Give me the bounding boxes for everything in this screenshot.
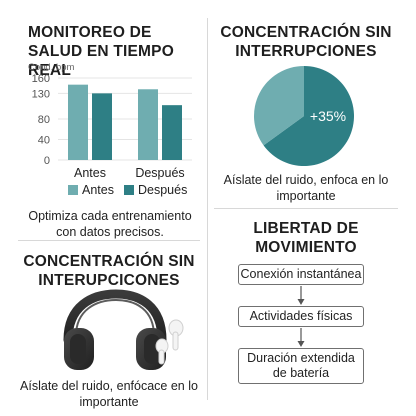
flow-step-activities: Actividades físicas — [238, 306, 364, 327]
x-category-label: Antes — [74, 166, 106, 180]
focus-product-panel-caption: Aíslate del ruido, enfócace en lo import… — [20, 379, 198, 409]
arrow-down-icon — [297, 286, 305, 305]
focus-panel-caption: Aíslate del ruido, enfoca en lo importan… — [223, 173, 389, 203]
freedom-panel-title: LIBERTAD DE MOVIMIENTO — [253, 220, 359, 256]
vertical-divider — [207, 18, 208, 400]
pie-percent-label: +35% — [310, 108, 346, 124]
left-horizontal-divider — [18, 240, 200, 241]
y-tick-label: 130 — [32, 88, 50, 100]
bar-antes-antes — [68, 84, 88, 160]
legend-label: Después — [138, 183, 187, 197]
bar-antes-después — [92, 93, 112, 160]
headphones-and-earbuds-icon — [63, 289, 184, 370]
health-panel-title: MONITOREO DE SALUD EN TIEMPO REAL — [28, 24, 174, 79]
pie-slice-0 — [263, 66, 354, 166]
legend-swatch — [68, 185, 78, 195]
right-horizontal-divider — [214, 208, 398, 209]
x-category-label: Después — [135, 166, 184, 180]
y-tick-label: 0 — [44, 155, 50, 167]
y-tick-label: 80 — [38, 114, 50, 126]
bpm-bar-chart: Cond. bpm 0 40 80 130 160 Antes Después Antes… — [28, 62, 192, 197]
legend-swatch — [124, 185, 134, 195]
focus-panel-title: CONCENTRACIÓN SIN INTERRUPCIONES — [220, 24, 392, 60]
y-axis-label: Cond. bpm — [28, 62, 75, 73]
bar-después-antes — [138, 89, 158, 160]
y-tick-label: 160 — [32, 73, 50, 85]
flow-step-battery: Duración extendida de batería — [238, 348, 364, 384]
noise-pie-chart: +35% — [254, 66, 354, 166]
bar-después-después — [162, 105, 182, 160]
flow-step-connection: Conexión instantánea — [238, 264, 364, 285]
health-panel-caption: Optimiza cada entrenamiento con datos pr… — [28, 209, 192, 239]
pie-slice-1 — [254, 66, 304, 146]
legend-label: Antes — [82, 183, 114, 197]
focus-product-panel-title: CONCENTRACIÓN SIN INTERUPCICONES — [23, 253, 195, 289]
arrow-down-icon — [297, 328, 305, 347]
y-tick-label: 40 — [38, 135, 50, 147]
